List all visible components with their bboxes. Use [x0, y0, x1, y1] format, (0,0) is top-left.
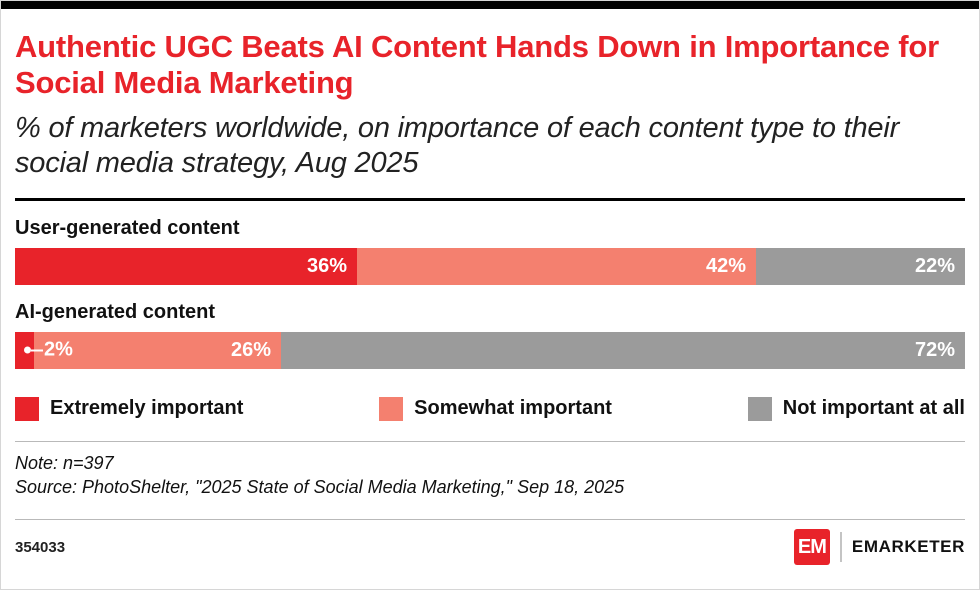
bar-group-ai: AI-generated content 26% 72% 2% [15, 301, 965, 369]
emarketer-monogram-icon: EM [793, 529, 830, 566]
segment-value: 42% [705, 254, 746, 277]
brand-divider [839, 532, 842, 563]
segment-value: 36% [306, 254, 347, 277]
footer-divider [15, 519, 965, 521]
top-black-bar [1, 1, 979, 9]
bar-segment-ai-notimportant: 72% [281, 331, 965, 369]
segment-value: 22% [914, 254, 955, 277]
legend: Extremely important Somewhat important N… [15, 396, 965, 421]
source-text: Source: PhotoShelter, "2025 State of Soc… [15, 476, 625, 497]
bar-category-label-ugc: User-generated content [15, 216, 240, 239]
bar-segment-ai-somewhat: 26% [34, 331, 281, 369]
segment-value: 72% [914, 338, 955, 361]
footer: 354033 EM EMARKETER [15, 529, 965, 566]
brand-wordmark: EMARKETER [851, 537, 965, 557]
bar-ai: 26% 72% 2% [15, 331, 965, 369]
note-text: Note: n=397 [15, 452, 114, 473]
chart-id: 354033 [15, 538, 66, 556]
chart-title: Authentic UGC Beats AI Content Hands Dow… [15, 29, 939, 100]
legend-swatch-extremely [15, 396, 39, 421]
bar-segment-ugc-extremely: 36% [15, 247, 357, 285]
segment-value: 26% [230, 338, 271, 361]
legend-label-extremely: Extremely important [50, 397, 244, 420]
header-divider [15, 197, 965, 201]
callout-leader-line [31, 349, 43, 352]
callout-dot [24, 346, 31, 354]
chart-subtitle: % of marketers worldwide, on importance … [15, 111, 900, 180]
brand-logo: EM EMARKETER [793, 529, 965, 566]
notes-divider [15, 440, 965, 442]
bar-segment-ugc-notimportant: 22% [756, 247, 965, 285]
bar-category-label-ai: AI-generated content [15, 300, 216, 323]
legend-item-extremely: Extremely important [15, 396, 244, 421]
callout-label: 2% [44, 338, 73, 361]
chart-content: Authentic UGC Beats AI Content Hands Dow… [1, 29, 979, 566]
legend-item-somewhat: Somewhat important [379, 396, 612, 421]
notes-block: Note: n=397 Source: PhotoShelter, "2025 … [15, 451, 965, 500]
bar-group-ugc: User-generated content 36% 42% 22% [15, 217, 965, 285]
legend-swatch-somewhat [379, 396, 404, 421]
legend-label-notimportant: Not important at all [782, 397, 965, 420]
legend-swatch-notimportant [747, 396, 772, 421]
bar-segment-ugc-somewhat: 42% [357, 247, 756, 285]
bar-ugc: 36% 42% 22% [15, 247, 965, 285]
callout-2-percent: 2% [24, 339, 73, 362]
legend-label-somewhat: Somewhat important [414, 397, 612, 420]
legend-item-notimportant: Not important at all [747, 396, 965, 421]
